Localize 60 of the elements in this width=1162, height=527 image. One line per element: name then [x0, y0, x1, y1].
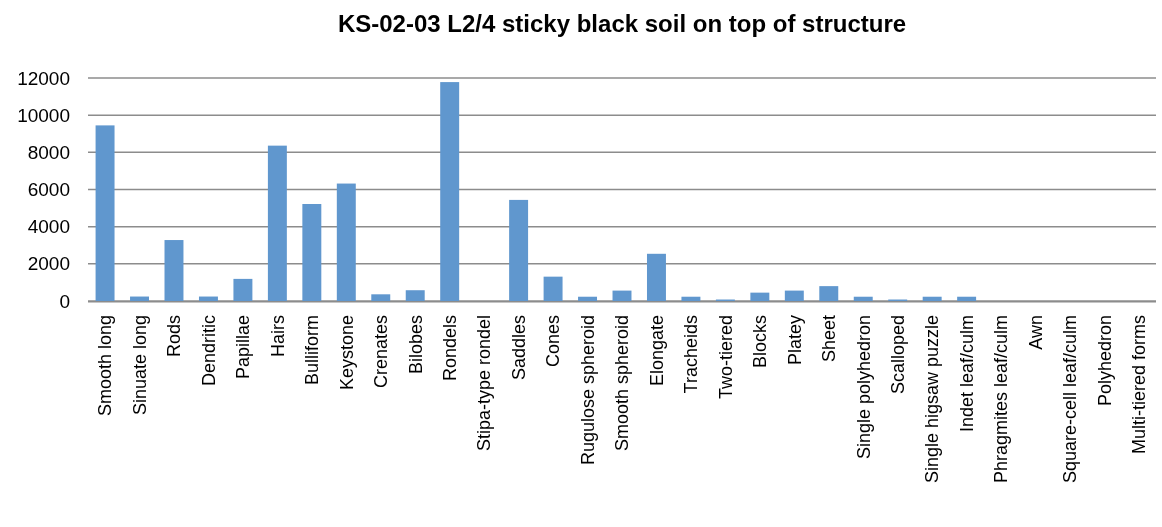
y-tick-label: 12000: [17, 67, 70, 89]
x-tick-label: Platey: [784, 315, 805, 366]
chart-title: KS-02-03 L2/4 sticky black soil on top of structure: [337, 10, 907, 37]
y-tick-label: 10000: [17, 104, 70, 126]
bar: [853, 296, 873, 301]
x-tick-label: Keystone: [336, 315, 357, 391]
x-tick-label: Polyhedron: [1094, 315, 1115, 407]
x-tick-label: Bulliform: [302, 315, 323, 386]
x-tick-label: Smooth spheroid: [612, 315, 633, 452]
x-tick-label: Rods: [164, 315, 185, 358]
x-tick-label: Scalloped: [888, 315, 908, 395]
x-tick-label: Elongate: [646, 315, 667, 387]
bar: [371, 294, 391, 301]
x-tick-label: Multi-tiered forms: [1129, 315, 1150, 455]
y-tick-label: 0: [59, 290, 70, 312]
x-tick-label: Single polyhedron: [853, 315, 874, 460]
x-tick-label: Awn: [1025, 315, 1046, 350]
bar: [440, 82, 460, 301]
bar: [750, 292, 770, 301]
bar: [957, 296, 977, 301]
bar: [95, 125, 115, 301]
bar: [922, 296, 942, 301]
x-tick-label: Stipa-type rondel: [474, 315, 495, 452]
x-tick-label: Dendritic: [198, 315, 219, 387]
y-tick-label: 4000: [27, 216, 70, 238]
bar: [233, 278, 253, 301]
x-tick-label: Sinuate long: [129, 315, 150, 416]
bar: [646, 253, 666, 301]
x-tick-label: Indet leaf/culm: [956, 315, 977, 433]
bar: [405, 290, 425, 301]
x-tick-label: Single higsaw puzzle: [922, 315, 943, 484]
bar: [784, 290, 804, 301]
x-tick-label: Blocks: [750, 315, 771, 369]
bar: [267, 145, 287, 301]
bar: [302, 204, 322, 301]
bar: [164, 240, 184, 301]
x-tick-label: Rondels: [439, 315, 460, 382]
bar: [681, 296, 701, 301]
y-tick-label: 6000: [27, 179, 70, 201]
y-tick-label: 2000: [27, 253, 70, 275]
bar: [543, 276, 563, 301]
x-tick-label: Hairs: [267, 315, 288, 358]
x-tick-label: Phragmites leaf/culm: [991, 315, 1012, 484]
x-tick-label: Crenates: [371, 315, 392, 389]
x-tick-label: Cones: [543, 315, 564, 368]
x-tick-label: Two-tiered: [715, 315, 736, 400]
y-tick-label: 8000: [27, 141, 70, 163]
bar: [578, 296, 598, 301]
x-tick-label: Saddles: [508, 315, 529, 381]
x-tick-label: Bilobes: [405, 315, 426, 375]
x-tick-label: Square-cell leaf/culm: [1060, 315, 1081, 484]
x-tick-label: Tracheids: [681, 315, 702, 394]
bar: [819, 286, 839, 301]
bar: [336, 183, 356, 301]
x-tick-label: Smooth long: [95, 315, 116, 417]
x-tick-label: Rugulose spheroid: [577, 315, 598, 466]
x-tick-label: Papillae: [233, 315, 254, 380]
x-tick-label: Sheet: [819, 315, 840, 363]
bar: [509, 199, 529, 301]
bar: [612, 290, 632, 301]
